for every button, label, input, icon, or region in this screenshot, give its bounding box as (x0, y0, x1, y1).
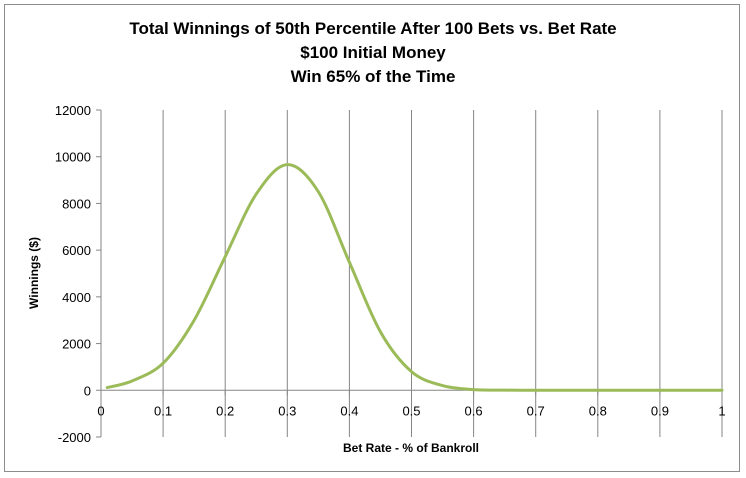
x-tick-label: 0.1 (154, 403, 172, 418)
chart-title: Total Winnings of 50th Percentile After … (129, 19, 616, 86)
y-tick-label: 10000 (55, 150, 91, 165)
chart-title-line-1: Total Winnings of 50th Percentile After … (129, 19, 616, 38)
chart-title-line-2: $100 Initial Money (300, 43, 446, 62)
x-tick-label: 0.5 (402, 403, 420, 418)
y-tick-label: -2000 (58, 430, 91, 445)
chart-title-line-3: Win 65% of the Time (291, 67, 456, 86)
x-tick-label: 0.9 (651, 403, 669, 418)
y-tick-label: 8000 (62, 196, 91, 211)
x-tick-label: 0.4 (340, 403, 358, 418)
y-tick-label: 6000 (62, 243, 91, 258)
y-axis-title: Winnings ($) (27, 237, 41, 309)
y-tick-label: 2000 (62, 337, 91, 352)
x-tick-label: 0.2 (216, 403, 234, 418)
grid-layer (162, 110, 723, 437)
chart-frame (4, 4, 740, 472)
x-tick-label: 1 (718, 403, 725, 418)
x-tick-label: 0.3 (278, 403, 296, 418)
x-tick-label: 0.7 (527, 403, 545, 418)
series-layer (105, 163, 724, 392)
x-tick-label: 0 (97, 403, 104, 418)
y-tick-label: 0 (84, 383, 91, 398)
x-tick-label: 0.8 (589, 403, 607, 418)
tick-labels: 0 0.1 0.2 0.3 0.4 0.5 0.6 0.7 0.8 0.9 1 12000 10000 8… (55, 103, 726, 445)
axes-layer (96, 109, 723, 438)
series-line (105, 163, 724, 392)
y-tick-label: 12000 (55, 103, 91, 118)
x-axis-title: Bet Rate - % of Bankroll (343, 441, 479, 455)
x-tick-label: 0.6 (465, 403, 483, 418)
y-tick-label: 4000 (62, 290, 91, 305)
